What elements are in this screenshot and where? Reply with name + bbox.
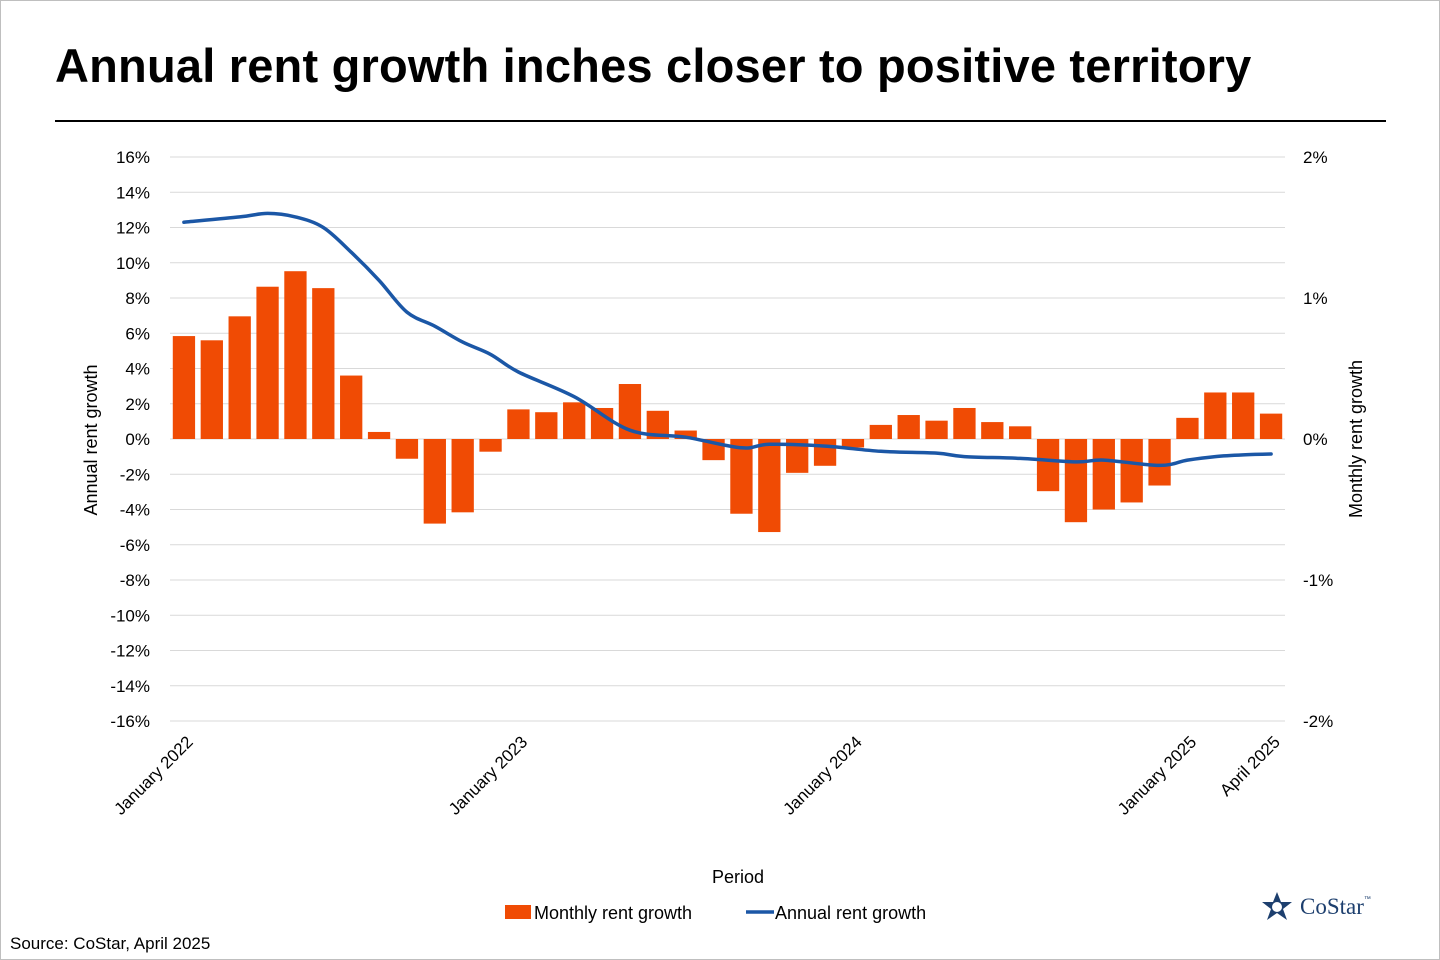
monthly-bar	[646, 410, 669, 439]
monthly-bar	[284, 271, 307, 439]
monthly-bar	[1148, 439, 1171, 486]
monthly-bar	[786, 439, 809, 473]
y-left-tick-label: -4%	[120, 501, 150, 520]
monthly-bar	[451, 439, 474, 513]
legend-label-annual: Annual rent growth	[775, 903, 926, 923]
y-right-tick-label: -2%	[1303, 712, 1333, 731]
source-note: Source: CoStar, April 2025	[10, 934, 211, 953]
x-tick-label: January 2022	[110, 732, 196, 818]
monthly-bar	[1036, 439, 1060, 492]
monthly-bar	[730, 439, 753, 514]
legend-label-monthly: Monthly rent growth	[534, 903, 692, 923]
y-left-axis-title: Annual rent growth	[81, 364, 101, 515]
monthly-bar	[340, 375, 363, 439]
x-tick-label: January 2024	[779, 732, 865, 818]
monthly-bar	[925, 420, 948, 439]
monthly-bar	[228, 316, 251, 439]
y-left-tick-label: -16%	[110, 712, 150, 731]
monthly-bar	[395, 439, 419, 459]
y-right-axis-title: Monthly rent growth	[1346, 360, 1366, 518]
title-divider	[55, 120, 1386, 122]
costar-logo-tm: ™	[1363, 895, 1371, 903]
y-left-tick-label: 16%	[116, 148, 150, 167]
monthly-bar	[1009, 426, 1032, 439]
monthly-bar	[674, 430, 697, 439]
y-left-tick-label: -12%	[110, 642, 150, 661]
y-right-tick-label: 0%	[1303, 430, 1328, 449]
y-left-tick-label: -8%	[120, 571, 150, 590]
y-right-tick-label: -1%	[1303, 571, 1333, 590]
y-left-tick-label: 0%	[125, 430, 150, 449]
monthly-bar	[1204, 392, 1227, 439]
monthly-bar	[423, 439, 446, 524]
x-tick-label: April 2025	[1216, 732, 1284, 800]
monthly-bar	[1064, 439, 1088, 523]
monthly-bar	[981, 422, 1004, 439]
monthly-bar	[1176, 417, 1199, 439]
costar-logo: CoStar ™	[1260, 890, 1371, 924]
monthly-bar	[897, 415, 920, 439]
monthly-bar	[367, 431, 391, 439]
x-tick-label: January 2023	[445, 732, 531, 818]
monthly-bar	[1092, 439, 1115, 510]
x-tick-label: January 2025	[1114, 732, 1200, 818]
y-left-tick-label: 6%	[125, 324, 150, 343]
y-right-tick-label: 2%	[1303, 148, 1328, 167]
y-right-tick-label: 1%	[1303, 289, 1328, 308]
y-left-tick-label: 14%	[116, 183, 150, 202]
monthly-bar	[563, 402, 586, 439]
y-left-tick-label: 10%	[116, 254, 150, 273]
y-left-tick-label: -2%	[120, 465, 150, 484]
y-left-tick-label: 2%	[125, 395, 150, 414]
monthly-bar	[1232, 392, 1255, 439]
y-left-tick-label: -10%	[110, 606, 150, 625]
monthly-bar	[200, 340, 223, 439]
monthly-bar	[590, 407, 614, 439]
y-left-tick-label: 12%	[116, 219, 150, 238]
monthly-bar	[953, 407, 976, 439]
monthly-bar	[507, 409, 530, 439]
legend-swatch-monthly	[505, 905, 531, 919]
monthly-bar	[535, 412, 558, 439]
y-left-tick-label: -14%	[110, 677, 150, 696]
monthly-bar	[172, 336, 196, 439]
x-axis-title: Period	[712, 867, 764, 887]
y-left-tick-label: 8%	[125, 289, 150, 308]
y-left-tick-label: -6%	[120, 536, 150, 555]
monthly-bar	[869, 424, 892, 439]
monthly-bar	[256, 286, 279, 439]
monthly-bar	[618, 384, 642, 439]
monthly-bar	[758, 439, 781, 533]
monthly-bar	[841, 439, 865, 448]
monthly-bar	[479, 439, 502, 452]
monthly-bar	[1120, 439, 1143, 503]
monthly-bar	[312, 288, 335, 439]
costar-star-icon	[1262, 892, 1292, 920]
y-left-tick-label: 4%	[125, 360, 150, 379]
costar-logo-word: CoStar	[1300, 894, 1364, 919]
page-title: Annual rent growth inches closer to posi…	[55, 39, 1252, 92]
monthly-bar	[1259, 413, 1283, 439]
monthly-bar	[813, 439, 837, 466]
annual-line	[182, 211, 1273, 468]
